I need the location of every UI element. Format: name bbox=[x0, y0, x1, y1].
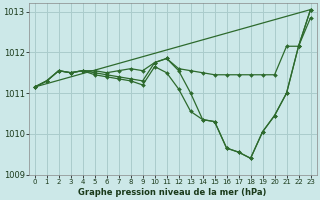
X-axis label: Graphe pression niveau de la mer (hPa): Graphe pression niveau de la mer (hPa) bbox=[78, 188, 267, 197]
